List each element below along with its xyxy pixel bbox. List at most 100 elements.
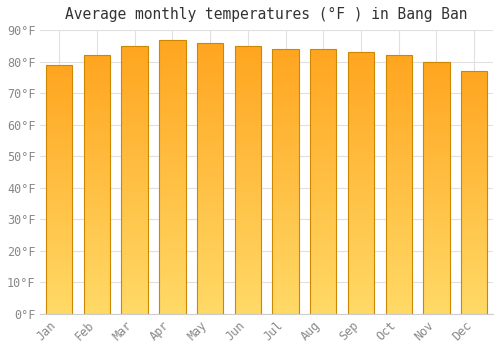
Bar (310, 120, 336, 123)
Bar (272, 155, 299, 158)
Bar (234, 156, 261, 159)
Bar (461, 151, 487, 154)
Bar (424, 231, 450, 233)
Bar (272, 269, 299, 272)
Bar (197, 211, 224, 214)
Bar (84, 311, 110, 314)
Bar (424, 82, 450, 84)
Bar (386, 223, 412, 226)
Bar (234, 215, 261, 217)
Bar (197, 140, 224, 143)
Bar (84, 286, 110, 288)
Bar (197, 138, 224, 140)
Bar (424, 286, 450, 289)
Bar (272, 134, 299, 136)
Bar (159, 141, 186, 144)
Bar (272, 192, 299, 195)
Bar (122, 175, 148, 177)
Bar (310, 99, 336, 102)
Bar (84, 252, 110, 254)
Bar (386, 301, 412, 303)
Bar (159, 180, 186, 182)
Bar (122, 148, 148, 150)
Bar (424, 112, 450, 114)
Bar (310, 200, 336, 203)
Bar (310, 49, 336, 314)
Bar (461, 263, 487, 265)
Bar (159, 281, 186, 284)
Bar (348, 57, 374, 60)
Bar (272, 120, 299, 123)
Bar (310, 285, 336, 287)
Bar (386, 303, 412, 306)
Bar (159, 240, 186, 243)
Bar (46, 309, 72, 312)
Bar (272, 160, 299, 163)
Bar (424, 84, 450, 87)
Bar (272, 229, 299, 232)
Bar (310, 73, 336, 76)
Bar (386, 115, 412, 117)
Bar (310, 295, 336, 298)
Bar (272, 258, 299, 261)
Bar (461, 81, 487, 83)
Bar (122, 255, 148, 258)
Bar (424, 296, 450, 299)
Bar (310, 76, 336, 78)
Bar (234, 83, 261, 86)
Bar (46, 202, 72, 204)
Bar (84, 254, 110, 257)
Bar (197, 246, 224, 249)
Bar (386, 182, 412, 184)
Bar (46, 154, 72, 157)
Bar (461, 78, 487, 81)
Bar (234, 239, 261, 241)
Bar (272, 250, 299, 253)
Bar (159, 220, 186, 223)
Bar (386, 66, 412, 68)
Bar (234, 282, 261, 285)
Bar (461, 144, 487, 146)
Bar (122, 137, 148, 140)
Bar (424, 243, 450, 246)
Bar (234, 217, 261, 220)
Bar (348, 133, 374, 136)
Bar (310, 52, 336, 54)
Bar (348, 136, 374, 139)
Bar (234, 99, 261, 102)
Bar (234, 225, 261, 228)
Bar (122, 295, 148, 298)
Bar (348, 120, 374, 123)
Bar (197, 284, 224, 287)
Bar (310, 155, 336, 158)
Bar (122, 263, 148, 266)
Bar (197, 102, 224, 105)
Bar (424, 195, 450, 198)
Bar (159, 190, 186, 193)
Bar (197, 75, 224, 78)
Bar (272, 158, 299, 160)
Bar (386, 234, 412, 236)
Bar (159, 273, 186, 275)
Bar (197, 279, 224, 281)
Bar (272, 52, 299, 54)
Bar (386, 205, 412, 208)
Bar (122, 260, 148, 263)
Bar (46, 187, 72, 189)
Bar (310, 110, 336, 113)
Bar (386, 254, 412, 257)
Bar (159, 40, 186, 314)
Bar (461, 244, 487, 246)
Bar (424, 102, 450, 105)
Bar (272, 168, 299, 171)
Bar (310, 134, 336, 136)
Bar (310, 91, 336, 94)
Bar (122, 225, 148, 228)
Bar (310, 142, 336, 144)
Bar (84, 236, 110, 239)
Bar (348, 149, 374, 152)
Bar (84, 146, 110, 148)
Bar (348, 301, 374, 303)
Bar (197, 86, 224, 89)
Bar (461, 256, 487, 258)
